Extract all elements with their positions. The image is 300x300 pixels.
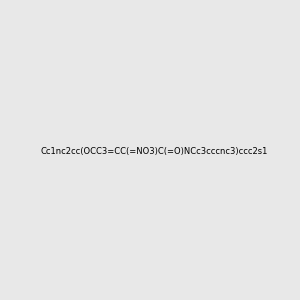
Text: Cc1nc2cc(OCC3=CC(=NO3)C(=O)NCc3cccnc3)ccc2s1: Cc1nc2cc(OCC3=CC(=NO3)C(=O)NCc3cccnc3)cc…: [40, 147, 267, 156]
